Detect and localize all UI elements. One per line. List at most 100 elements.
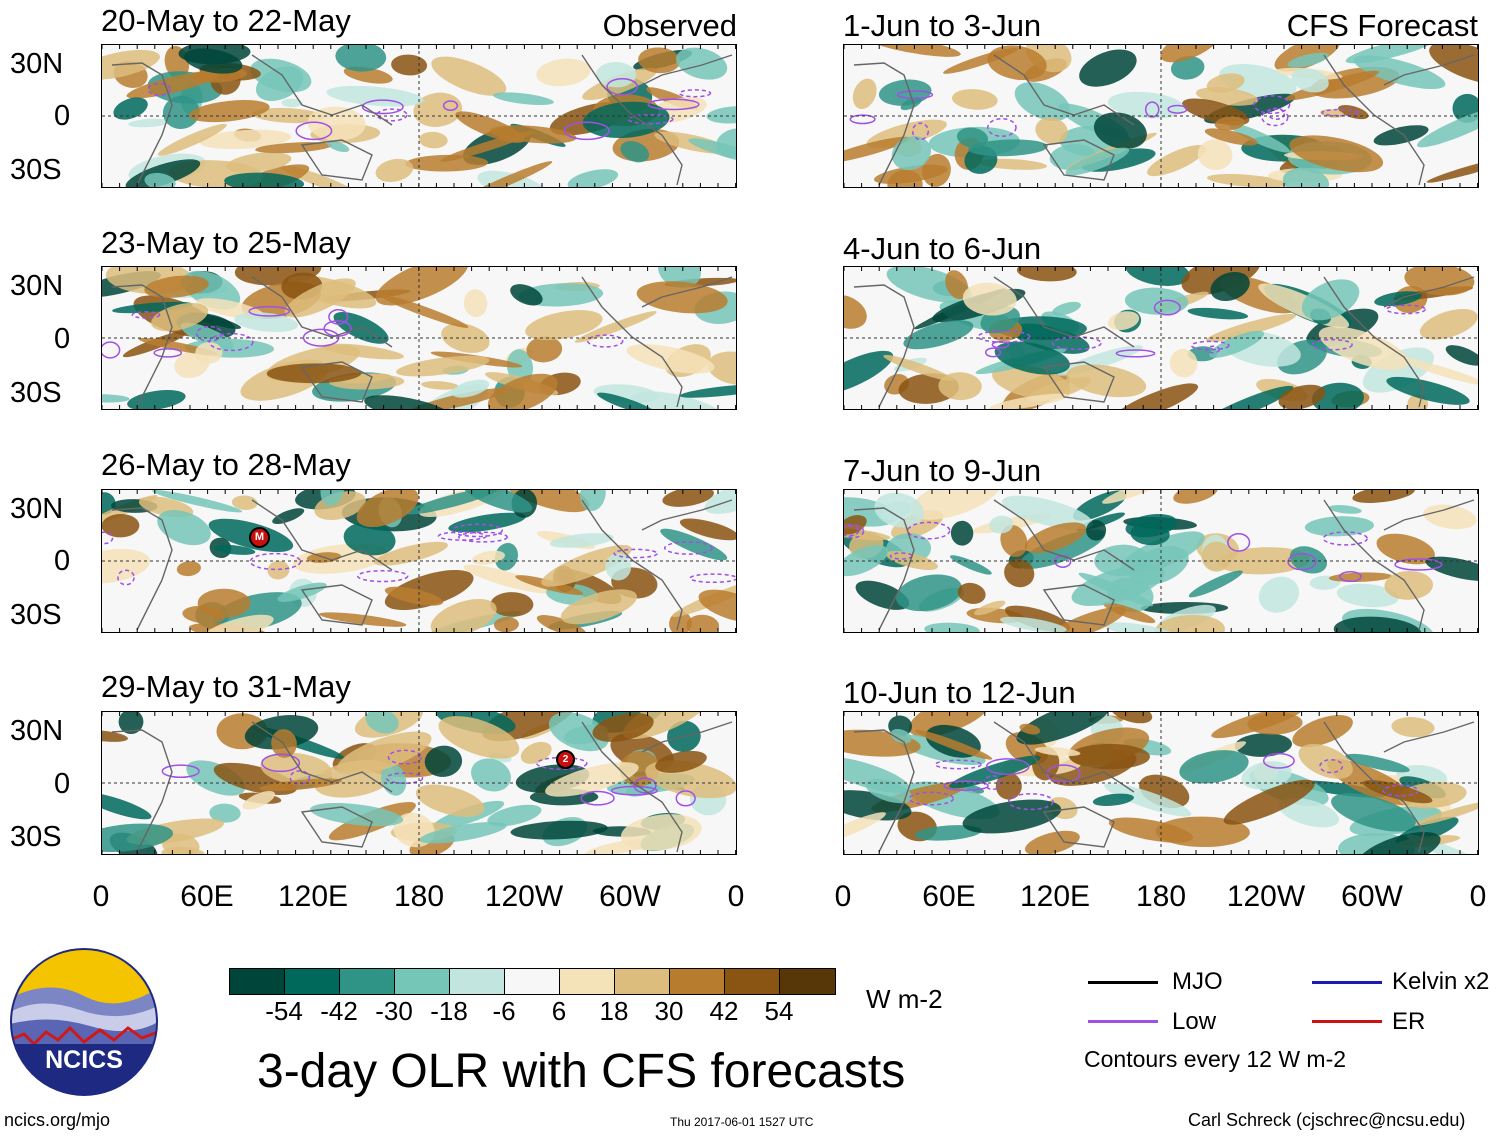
low-contour (1261, 108, 1289, 127)
olr-anomaly-patch (209, 803, 241, 823)
olr-anomaly-patch (1110, 712, 1153, 724)
coastline (1323, 54, 1425, 186)
coastline (993, 721, 1135, 793)
olr-anomaly-patch (441, 323, 490, 353)
olr-map-observed-4 (101, 711, 737, 855)
olr-anomaly-patch (1282, 167, 1330, 187)
olr-anomaly-patch (1425, 556, 1478, 581)
olr-anomaly-patch (968, 139, 1048, 157)
low-contour (580, 790, 615, 806)
olr-map-forecast-4 (843, 711, 1479, 855)
olr-anomaly-patch (127, 390, 186, 409)
olr-anomaly-patch (1129, 546, 1189, 586)
olr-anomaly-patch (1301, 279, 1360, 321)
olr-anomaly-patch (1419, 308, 1478, 340)
olr-anomaly-patch (384, 586, 444, 606)
legend-line-kelvin (1312, 981, 1382, 984)
olr-anomaly-patch (1291, 68, 1329, 93)
low-contour (147, 82, 171, 97)
olr-anomaly-patch (1016, 267, 1077, 282)
olr-anomaly-patch (698, 589, 736, 623)
olr-anomaly-patch (1069, 743, 1150, 770)
olr-anomaly-patch (852, 78, 877, 110)
olr-anomaly-patch (526, 336, 563, 363)
low-contour (102, 341, 121, 359)
low-contour (1253, 95, 1291, 115)
olr-anomaly-patch (102, 823, 174, 853)
coastline (1042, 806, 1115, 848)
olr-anomaly-patch (1024, 830, 1080, 854)
olr-anomaly-patch (890, 728, 912, 744)
colorbar-tick: -54 (265, 996, 303, 1026)
olr-anomaly-patch (548, 712, 609, 752)
lat-label-30n: 30N (10, 270, 64, 302)
colorbar-tick: 30 (654, 996, 684, 1026)
olr-anomaly-patch (626, 344, 715, 374)
panel-title-observed-4: 29-May to 31-May (101, 669, 351, 704)
low-contour (1167, 104, 1188, 114)
low-contour (442, 100, 459, 111)
olr-anomaly-patch (226, 152, 292, 173)
low-contour (361, 99, 404, 115)
colorbar-swatch (340, 969, 395, 994)
olr-map-observed-2 (101, 266, 737, 410)
low-contour (117, 569, 135, 586)
olr-anomaly-patch (419, 821, 507, 844)
olr-anomaly-patch (567, 169, 619, 187)
lon-label-60e: 60E (180, 880, 234, 913)
olr-anomaly-patch (102, 730, 128, 742)
olr-anomaly-patch (1181, 267, 1261, 295)
olr-anomaly-patch (1179, 750, 1249, 784)
olr-anomaly-patch (1035, 117, 1068, 144)
lon-label-120w: 120W (1226, 880, 1306, 913)
low-contour (984, 347, 1002, 358)
coastline (300, 139, 373, 181)
coastline (251, 499, 393, 571)
olr-anomaly-patch (1207, 174, 1288, 187)
olr-anomaly-patch (1103, 602, 1156, 624)
olr-anomaly-patch (950, 555, 992, 575)
olr-anomaly-patch (704, 490, 736, 514)
legend-line-low (1088, 1020, 1158, 1023)
olr-anomaly-patch (490, 592, 534, 617)
low-contour (613, 548, 658, 559)
low-contour (844, 524, 865, 539)
ncics-url[interactable]: ncics.org/mjo (4, 1110, 111, 1130)
olr-anomaly-patch (1052, 301, 1081, 316)
olr-anomaly-patch (487, 373, 558, 409)
timestamp: Thu 2017-06-01 1527 UTC (670, 1115, 814, 1129)
low-contour (647, 98, 700, 111)
lat-label-30n: 30N (10, 715, 64, 747)
olr-anomaly-patch (676, 47, 728, 80)
olr-anomaly-patch (213, 544, 256, 555)
lon-label-60w: 60W (1341, 880, 1403, 913)
olr-anomaly-patch (1336, 583, 1399, 608)
coastline (1042, 139, 1115, 181)
olr-anomaly-patch (1333, 616, 1422, 632)
olr-anomaly-patch (1034, 746, 1081, 757)
olr-anomaly-patch (962, 282, 1017, 316)
olr-anomaly-patch (989, 515, 1014, 534)
olr-anomaly-patch (1289, 546, 1328, 574)
main-title: 3-day OLR with CFS forecasts (257, 1045, 906, 1098)
coastline (581, 276, 683, 408)
legend-line-mjo (1088, 981, 1158, 984)
low-contour (1227, 532, 1251, 552)
olr-anomaly-patch (706, 106, 736, 124)
olr-anomaly-patch (844, 527, 891, 541)
olr-anomaly-patch (102, 492, 116, 515)
olr-anomaly-patch (686, 614, 720, 632)
olr-anomaly-patch (381, 763, 407, 796)
lon-label-0: 0 (1469, 880, 1487, 913)
coastline (1042, 584, 1115, 626)
low-contour (356, 569, 409, 583)
olr-anomaly-patch (307, 106, 366, 141)
olr-anomaly-patch (102, 513, 140, 538)
olr-anomaly-patch (320, 490, 345, 506)
olr-anomaly-patch (880, 500, 912, 521)
olr-anomaly-patch (1066, 364, 1147, 398)
olr-anomaly-patch (501, 490, 590, 513)
olr-anomaly-patch (510, 820, 608, 840)
olr-anomaly-patch (844, 136, 910, 164)
colorbar-swatch (450, 969, 505, 994)
